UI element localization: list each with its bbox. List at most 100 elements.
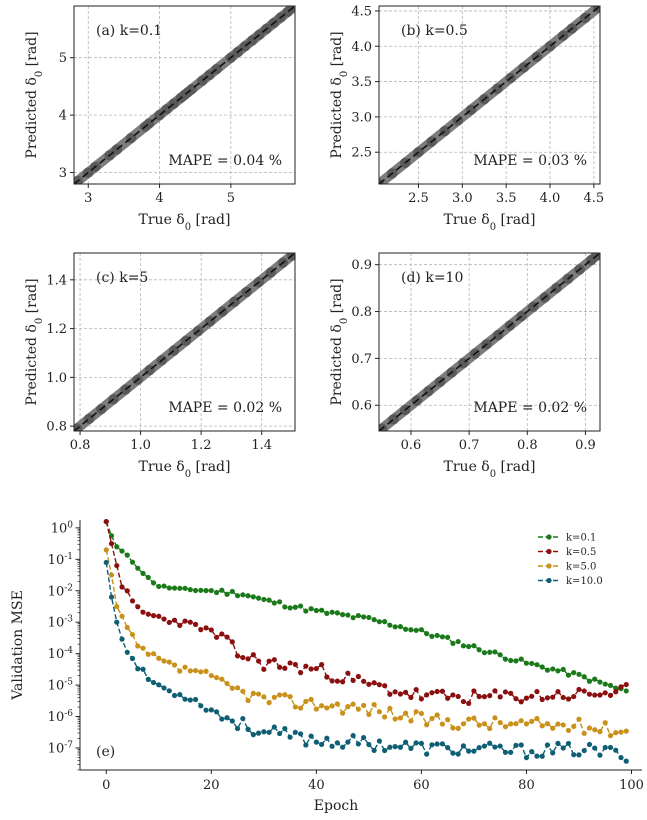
series-point: [576, 716, 582, 722]
series-point: [103, 559, 109, 566]
series-point: [350, 733, 356, 739]
series-point: [586, 741, 593, 748]
series-point: [129, 598, 136, 604]
series-point: [145, 676, 151, 682]
series-point: [135, 565, 141, 571]
series-point: [161, 616, 167, 622]
series-point: [607, 744, 614, 751]
series-point: [319, 662, 325, 668]
series-point: [571, 752, 577, 758]
series-point: [597, 679, 603, 685]
series-point: [135, 666, 141, 672]
series-point: [297, 731, 304, 737]
series-point: [523, 695, 530, 701]
y-tick-label: 2.5: [351, 146, 372, 161]
series-point: [350, 615, 356, 621]
series-point: [466, 748, 472, 754]
series-point: [103, 518, 109, 525]
series-point: [434, 632, 440, 639]
series-point: [445, 745, 451, 751]
series-point: [481, 694, 488, 700]
series-point: [140, 645, 146, 651]
axes-frame: [378, 5, 601, 185]
series-point: [576, 686, 582, 693]
series-point: [140, 609, 146, 615]
series-point: [597, 729, 603, 735]
mape-annotation: MAPE = 0.02 %: [473, 400, 587, 416]
y-tick-label: 10-5: [48, 678, 74, 694]
x-tick-label: 1.2: [191, 438, 212, 453]
series-point: [618, 684, 624, 690]
series-point: [586, 725, 593, 731]
plot-area: [379, 6, 600, 184]
x-tick-label: 1.4: [251, 438, 272, 453]
series-point: [234, 725, 241, 732]
series-point: [308, 696, 314, 702]
series-point: [340, 710, 346, 716]
series-point: [177, 622, 183, 629]
series-point: [135, 604, 141, 610]
series-point: [492, 688, 498, 694]
x-tick-label: 60: [413, 778, 430, 793]
series-point: [171, 617, 178, 623]
x-tick-label: 40: [308, 778, 325, 793]
x-tick-label: 20: [203, 778, 220, 793]
panel-label: (e): [96, 744, 115, 760]
series-point: [371, 747, 377, 754]
mape-annotation: MAPE = 0.04 %: [168, 153, 282, 169]
series-point: [466, 716, 472, 722]
series-point: [613, 747, 619, 753]
series-point: [392, 744, 398, 750]
series-point: [450, 640, 456, 647]
series-point: [208, 672, 214, 679]
plot-area: [74, 253, 295, 431]
series-point: [129, 631, 136, 638]
series-point: [156, 613, 162, 619]
identity-line: [379, 6, 600, 184]
series-point: [565, 696, 572, 702]
legend-swatch-marker: [546, 563, 552, 569]
series-point: [213, 589, 220, 596]
series-point: [303, 698, 309, 704]
series-point: [182, 618, 188, 624]
series-point: [245, 593, 251, 599]
series-point: [571, 693, 577, 700]
series-point: [460, 698, 467, 705]
series-point: [592, 745, 598, 751]
series-point: [418, 710, 425, 717]
series-point: [234, 593, 241, 599]
series-point: [224, 591, 230, 597]
x-tick-label: 3.0: [452, 191, 473, 206]
series-point: [203, 707, 209, 713]
series-point: [208, 707, 214, 713]
series-point: [345, 739, 351, 745]
series-point: [550, 666, 556, 672]
series-k-0-5: [103, 518, 629, 706]
series-line: [105, 562, 627, 762]
y-tick-label: 3.0: [351, 110, 372, 125]
series-point: [439, 688, 446, 694]
series-point: [271, 600, 277, 606]
series-point: [429, 633, 435, 640]
series-point: [366, 681, 372, 687]
x-tick-label: 3: [84, 191, 92, 206]
series-point: [229, 588, 235, 595]
series-point: [350, 677, 356, 684]
series-point: [250, 594, 256, 600]
series-point: [613, 685, 619, 691]
scatter-panel-c: 0.8 1.0 1.2 1.4 0.8 1.0 1.2 1.4 True δ0 [rad] Pre…: [24, 252, 296, 480]
series-point: [171, 585, 178, 591]
identity-line: [74, 253, 295, 431]
y-tick-label: 1.2: [46, 322, 67, 337]
x-tick-label: 1.0: [130, 438, 151, 453]
series-point: [518, 656, 524, 662]
series-point: [355, 706, 361, 712]
series-point: [513, 721, 519, 727]
series-point: [455, 638, 461, 645]
legend-label: k=5.0: [566, 562, 596, 573]
series-point: [413, 740, 419, 746]
series-point: [108, 594, 115, 600]
series-point: [513, 742, 519, 748]
series-point: [424, 631, 430, 637]
